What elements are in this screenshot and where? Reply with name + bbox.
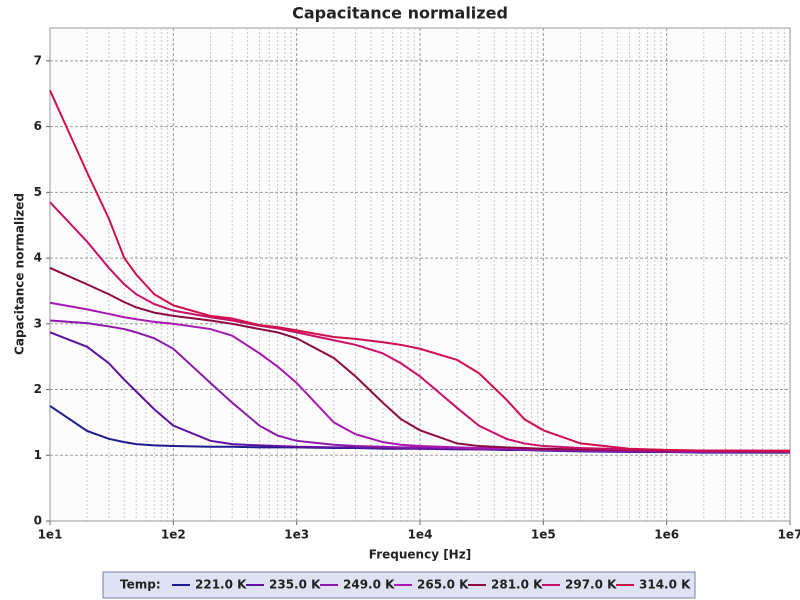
y-tick-label: 7 [34, 53, 42, 67]
x-axis-label: Frequency [Hz] [369, 548, 471, 562]
x-tick-label: 1e4 [408, 528, 433, 542]
series-line [49, 90, 790, 452]
y-tick-label: 0 [34, 514, 42, 528]
chart-title: Capacitance normalized [292, 4, 508, 23]
x-tick-label: 1e5 [531, 528, 556, 542]
legend-label: 221.0 K [195, 578, 247, 592]
x-tick-label: 1e6 [654, 528, 679, 542]
legend-label: 281.0 K [491, 578, 543, 592]
series-line [49, 201, 791, 453]
x-tick-label: 1e1 [38, 528, 63, 542]
y-tick-label: 3 [34, 316, 42, 330]
x-tick-label: 1e2 [161, 528, 186, 542]
x-tick-label: 1e3 [284, 528, 309, 542]
legend-title: Temp: [120, 578, 161, 592]
y-tick-label: 4 [34, 251, 42, 265]
x-tick-label: 1e7 [778, 528, 800, 542]
y-axis-label: Capacitance normalized [13, 193, 27, 355]
y-tick-label: 1 [34, 448, 42, 462]
legend-label: 265.0 K [417, 578, 469, 592]
legend-label: 297.0 K [565, 578, 617, 592]
legend-label: 314.0 K [639, 578, 691, 592]
legend-label: 235.0 K [269, 578, 321, 592]
y-tick-label: 5 [34, 185, 42, 199]
y-tick-label: 2 [34, 382, 42, 396]
legend-label: 249.0 K [343, 578, 395, 592]
y-tick-label: 6 [34, 119, 42, 133]
